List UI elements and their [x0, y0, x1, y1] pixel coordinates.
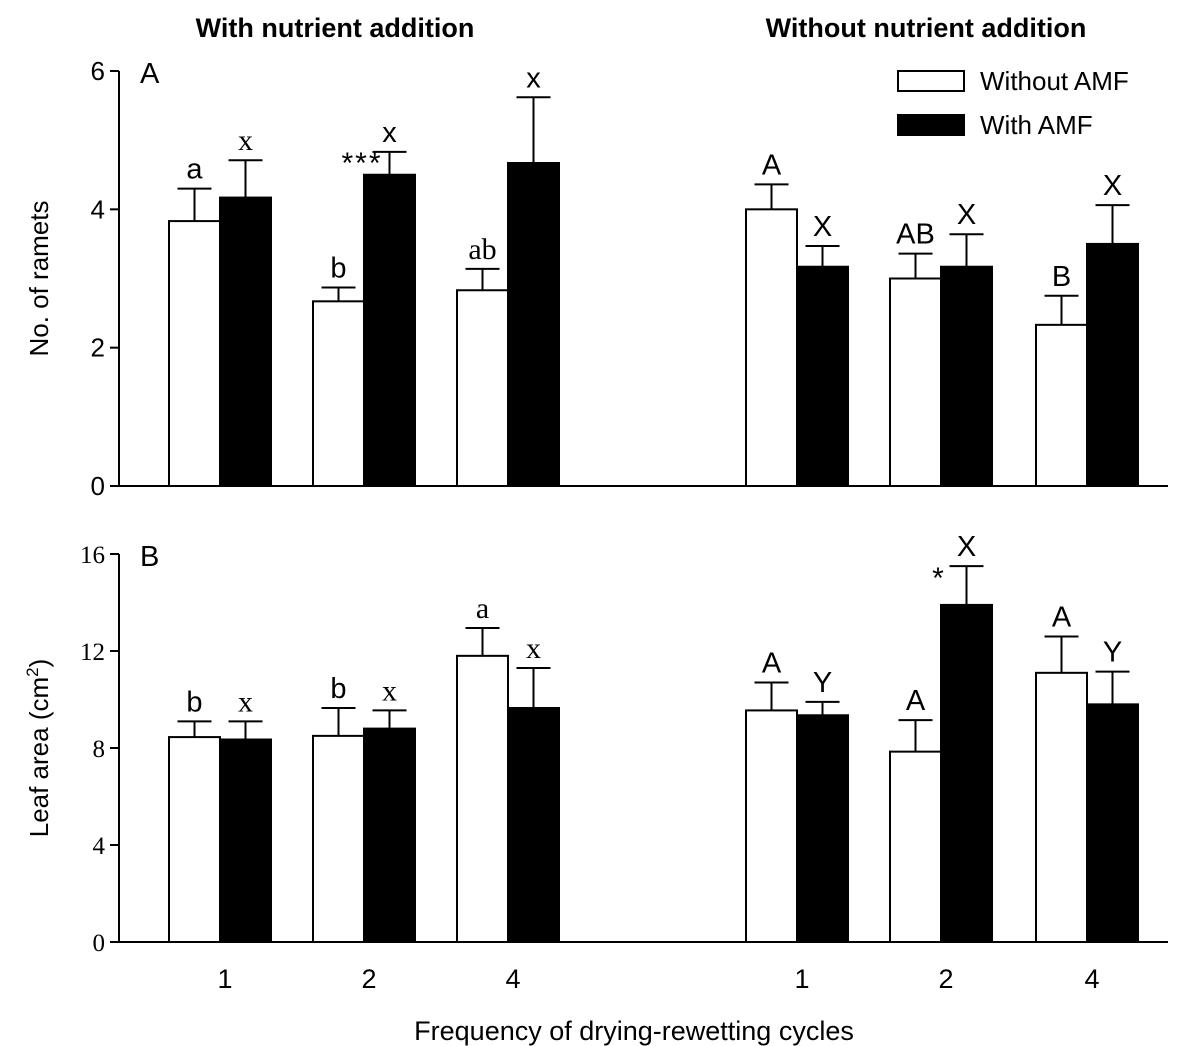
significance-letter: b: [330, 252, 346, 284]
significance-letter: a: [186, 154, 203, 186]
significance-letter: X: [957, 199, 976, 231]
significance-letter: A: [762, 648, 782, 680]
panel-letter: A: [140, 58, 160, 90]
significance-letter: B: [1052, 261, 1071, 293]
legend-swatch: [897, 70, 965, 92]
y-axis-label: No. of ramets: [24, 200, 54, 356]
bar: [1086, 703, 1139, 943]
significance-letter: X: [1103, 170, 1122, 202]
group-title-with-nutrient: With nutrient addition: [196, 13, 475, 43]
panel-letter: B: [140, 541, 159, 573]
bar: [219, 738, 272, 944]
significance-letter: x: [238, 124, 253, 157]
significance-letter: b: [186, 686, 202, 718]
group-title-without-nutrient: Without nutrient addition: [766, 13, 1087, 43]
significance-letter: Y: [1103, 637, 1122, 669]
significance-letter: A: [762, 149, 782, 181]
bar: [1035, 323, 1088, 488]
y-axis-label: Leaf area (cm2): [23, 659, 54, 838]
bar: [507, 161, 560, 487]
significance-letter: AB: [896, 219, 935, 251]
bar: [1035, 671, 1088, 943]
y-tick-label: 6: [91, 56, 105, 86]
bar: [745, 709, 798, 943]
bar: [168, 220, 221, 487]
bar: [363, 173, 416, 487]
y-tick-label: 16: [80, 542, 105, 569]
significance-letter: X: [813, 211, 832, 243]
bar: [456, 654, 509, 943]
y-tick-label: 2: [91, 333, 105, 363]
bar: [312, 734, 365, 943]
significance-letter: Y: [813, 667, 832, 699]
legend: Without AMF With AMF: [897, 66, 1129, 140]
bar: [312, 300, 365, 488]
significance-letter: x: [382, 117, 397, 149]
y-tick-label: 0: [93, 930, 106, 957]
bar: [889, 277, 942, 487]
bar: [363, 727, 416, 943]
significance-letter: x: [526, 62, 541, 94]
significance-letter: X: [957, 531, 976, 563]
y-tick-label: 12: [80, 639, 105, 666]
bar: [456, 289, 509, 487]
bar: [889, 750, 942, 944]
bar: [796, 265, 849, 487]
y-tick-label: 4: [93, 833, 106, 860]
significance-letter: a: [476, 592, 489, 625]
x-tick-label: 4: [505, 964, 520, 994]
bar: [1086, 242, 1139, 487]
bar: [796, 714, 849, 944]
y-tick-label: 0: [91, 471, 105, 501]
legend-label: With AMF: [980, 110, 1093, 140]
bar: [507, 706, 560, 943]
bar: [745, 208, 798, 487]
x-tick-label: 1: [217, 964, 232, 994]
bar: [940, 603, 993, 943]
significance-letter: x: [526, 632, 541, 665]
x-tick-label: 2: [361, 964, 376, 994]
y-tick-label: 4: [91, 194, 105, 224]
x-tick-labels: 1 2 4 1 2 4: [217, 964, 1099, 994]
bar: [219, 196, 272, 487]
significance-letter: ab: [468, 233, 496, 266]
bar: [168, 736, 221, 944]
significance-letter: A: [906, 685, 926, 717]
significance-asterisks: ***: [341, 147, 382, 180]
legend-swatch: [897, 114, 965, 136]
x-tick-label: 2: [938, 964, 953, 994]
x-tick-label: 4: [1084, 964, 1099, 994]
significance-letter: b: [330, 673, 346, 705]
significance-letter: x: [382, 674, 397, 707]
x-tick-label: 1: [794, 964, 809, 994]
significance-letter: A: [1052, 601, 1072, 633]
bar: [940, 265, 993, 487]
legend-label: Without AMF: [980, 66, 1129, 96]
significance-letter: x: [238, 685, 253, 718]
significance-asterisks: *: [932, 562, 946, 595]
x-axis-label: Frequency of drying-rewetting cycles: [414, 1016, 854, 1046]
y-tick-label: 8: [93, 736, 106, 763]
